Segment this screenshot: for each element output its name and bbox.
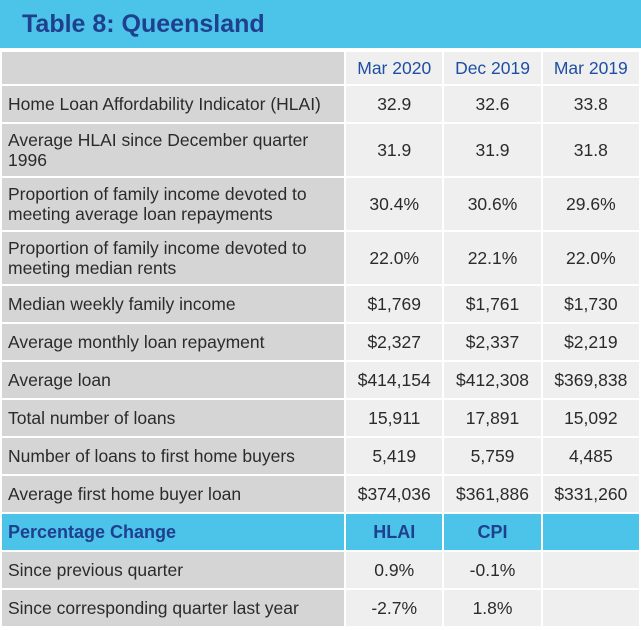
table-title: Table 8: Queensland xyxy=(0,0,641,48)
header-corner-cell xyxy=(2,52,345,84)
table-row: Average monthly loan repayment $2,327 $2… xyxy=(2,324,639,360)
row-label: Average HLAI since December quarter 1996 xyxy=(2,124,345,176)
row-label: Since previous quarter xyxy=(2,552,345,588)
cell-value: $361,886 xyxy=(444,476,541,512)
cell-value: $331,260 xyxy=(542,476,639,512)
cell-value: 30.4% xyxy=(346,178,443,230)
table-row: Average first home buyer loan $374,036 $… xyxy=(2,476,639,512)
row-label: Average loan xyxy=(2,362,345,398)
table-row: Since corresponding quarter last year -2… xyxy=(2,590,639,626)
row-label: Average first home buyer loan xyxy=(2,476,345,512)
row-label: Proportion of family income devoted to m… xyxy=(2,178,345,230)
table-row: Median weekly family income $1,769 $1,76… xyxy=(2,286,639,322)
cell-value: $412,308 xyxy=(444,362,541,398)
cell-value: 32.9 xyxy=(346,86,443,122)
cell-value: 5,419 xyxy=(346,438,443,474)
column-header-dec-2019: Dec 2019 xyxy=(444,52,541,84)
cell-value: 33.8 xyxy=(542,86,639,122)
empty-cell xyxy=(542,552,639,588)
row-label: Total number of loans xyxy=(2,400,345,436)
cell-value: 31.9 xyxy=(444,124,541,176)
cell-value: -0.1% xyxy=(444,552,541,588)
cell-value: $414,154 xyxy=(346,362,443,398)
table-row: Number of loans to first home buyers 5,4… xyxy=(2,438,639,474)
table-row: Proportion of family income devoted to m… xyxy=(2,232,639,284)
cell-value: 15,911 xyxy=(346,400,443,436)
table-row: Average HLAI since December quarter 1996… xyxy=(2,124,639,176)
table-header-row: Mar 2020 Dec 2019 Mar 2019 xyxy=(2,52,639,84)
column-header-cpi: CPI xyxy=(444,514,541,550)
cell-value: $2,327 xyxy=(346,324,443,360)
cell-value: 22.0% xyxy=(542,232,639,284)
cell-value: $1,769 xyxy=(346,286,443,322)
affordability-table: Mar 2020 Dec 2019 Mar 2019 Home Loan Aff… xyxy=(0,50,641,628)
cell-value: 17,891 xyxy=(444,400,541,436)
cell-value: 22.0% xyxy=(346,232,443,284)
column-header-mar-2020: Mar 2020 xyxy=(346,52,443,84)
cell-value: 4,485 xyxy=(542,438,639,474)
cell-value: 0.9% xyxy=(346,552,443,588)
column-header-mar-2019: Mar 2019 xyxy=(542,52,639,84)
row-label: Number of loans to first home buyers xyxy=(2,438,345,474)
table-row: Since previous quarter 0.9% -0.1% xyxy=(2,552,639,588)
cell-value: $2,219 xyxy=(542,324,639,360)
cell-value: $1,730 xyxy=(542,286,639,322)
cell-value: $1,761 xyxy=(444,286,541,322)
cell-value: 32.6 xyxy=(444,86,541,122)
cell-value: -2.7% xyxy=(346,590,443,626)
row-label: Since corresponding quarter last year xyxy=(2,590,345,626)
row-label: Proportion of family income devoted to m… xyxy=(2,232,345,284)
cell-value: 22.1% xyxy=(444,232,541,284)
cell-value: 30.6% xyxy=(444,178,541,230)
column-header-hlai: HLAI xyxy=(346,514,443,550)
row-label: Average monthly loan repayment xyxy=(2,324,345,360)
cell-value: $374,036 xyxy=(346,476,443,512)
cell-value: 31.8 xyxy=(542,124,639,176)
empty-cell xyxy=(542,590,639,626)
cell-value: 5,759 xyxy=(444,438,541,474)
row-label: Home Loan Affordability Indicator (HLAI) xyxy=(2,86,345,122)
cell-value: 29.6% xyxy=(542,178,639,230)
percentage-change-header-row: Percentage Change HLAI CPI xyxy=(2,514,639,550)
cell-value: 31.9 xyxy=(346,124,443,176)
cell-value: $369,838 xyxy=(542,362,639,398)
table-row: Home Loan Affordability Indicator (HLAI)… xyxy=(2,86,639,122)
table-row: Average loan $414,154 $412,308 $369,838 xyxy=(2,362,639,398)
row-label: Median weekly family income xyxy=(2,286,345,322)
table-row: Total number of loans 15,911 17,891 15,0… xyxy=(2,400,639,436)
cell-value: 15,092 xyxy=(542,400,639,436)
cell-value: $2,337 xyxy=(444,324,541,360)
section-empty-cell xyxy=(542,514,639,550)
cell-value: 1.8% xyxy=(444,590,541,626)
section-title: Percentage Change xyxy=(2,514,345,550)
table-row: Proportion of family income devoted to m… xyxy=(2,178,639,230)
